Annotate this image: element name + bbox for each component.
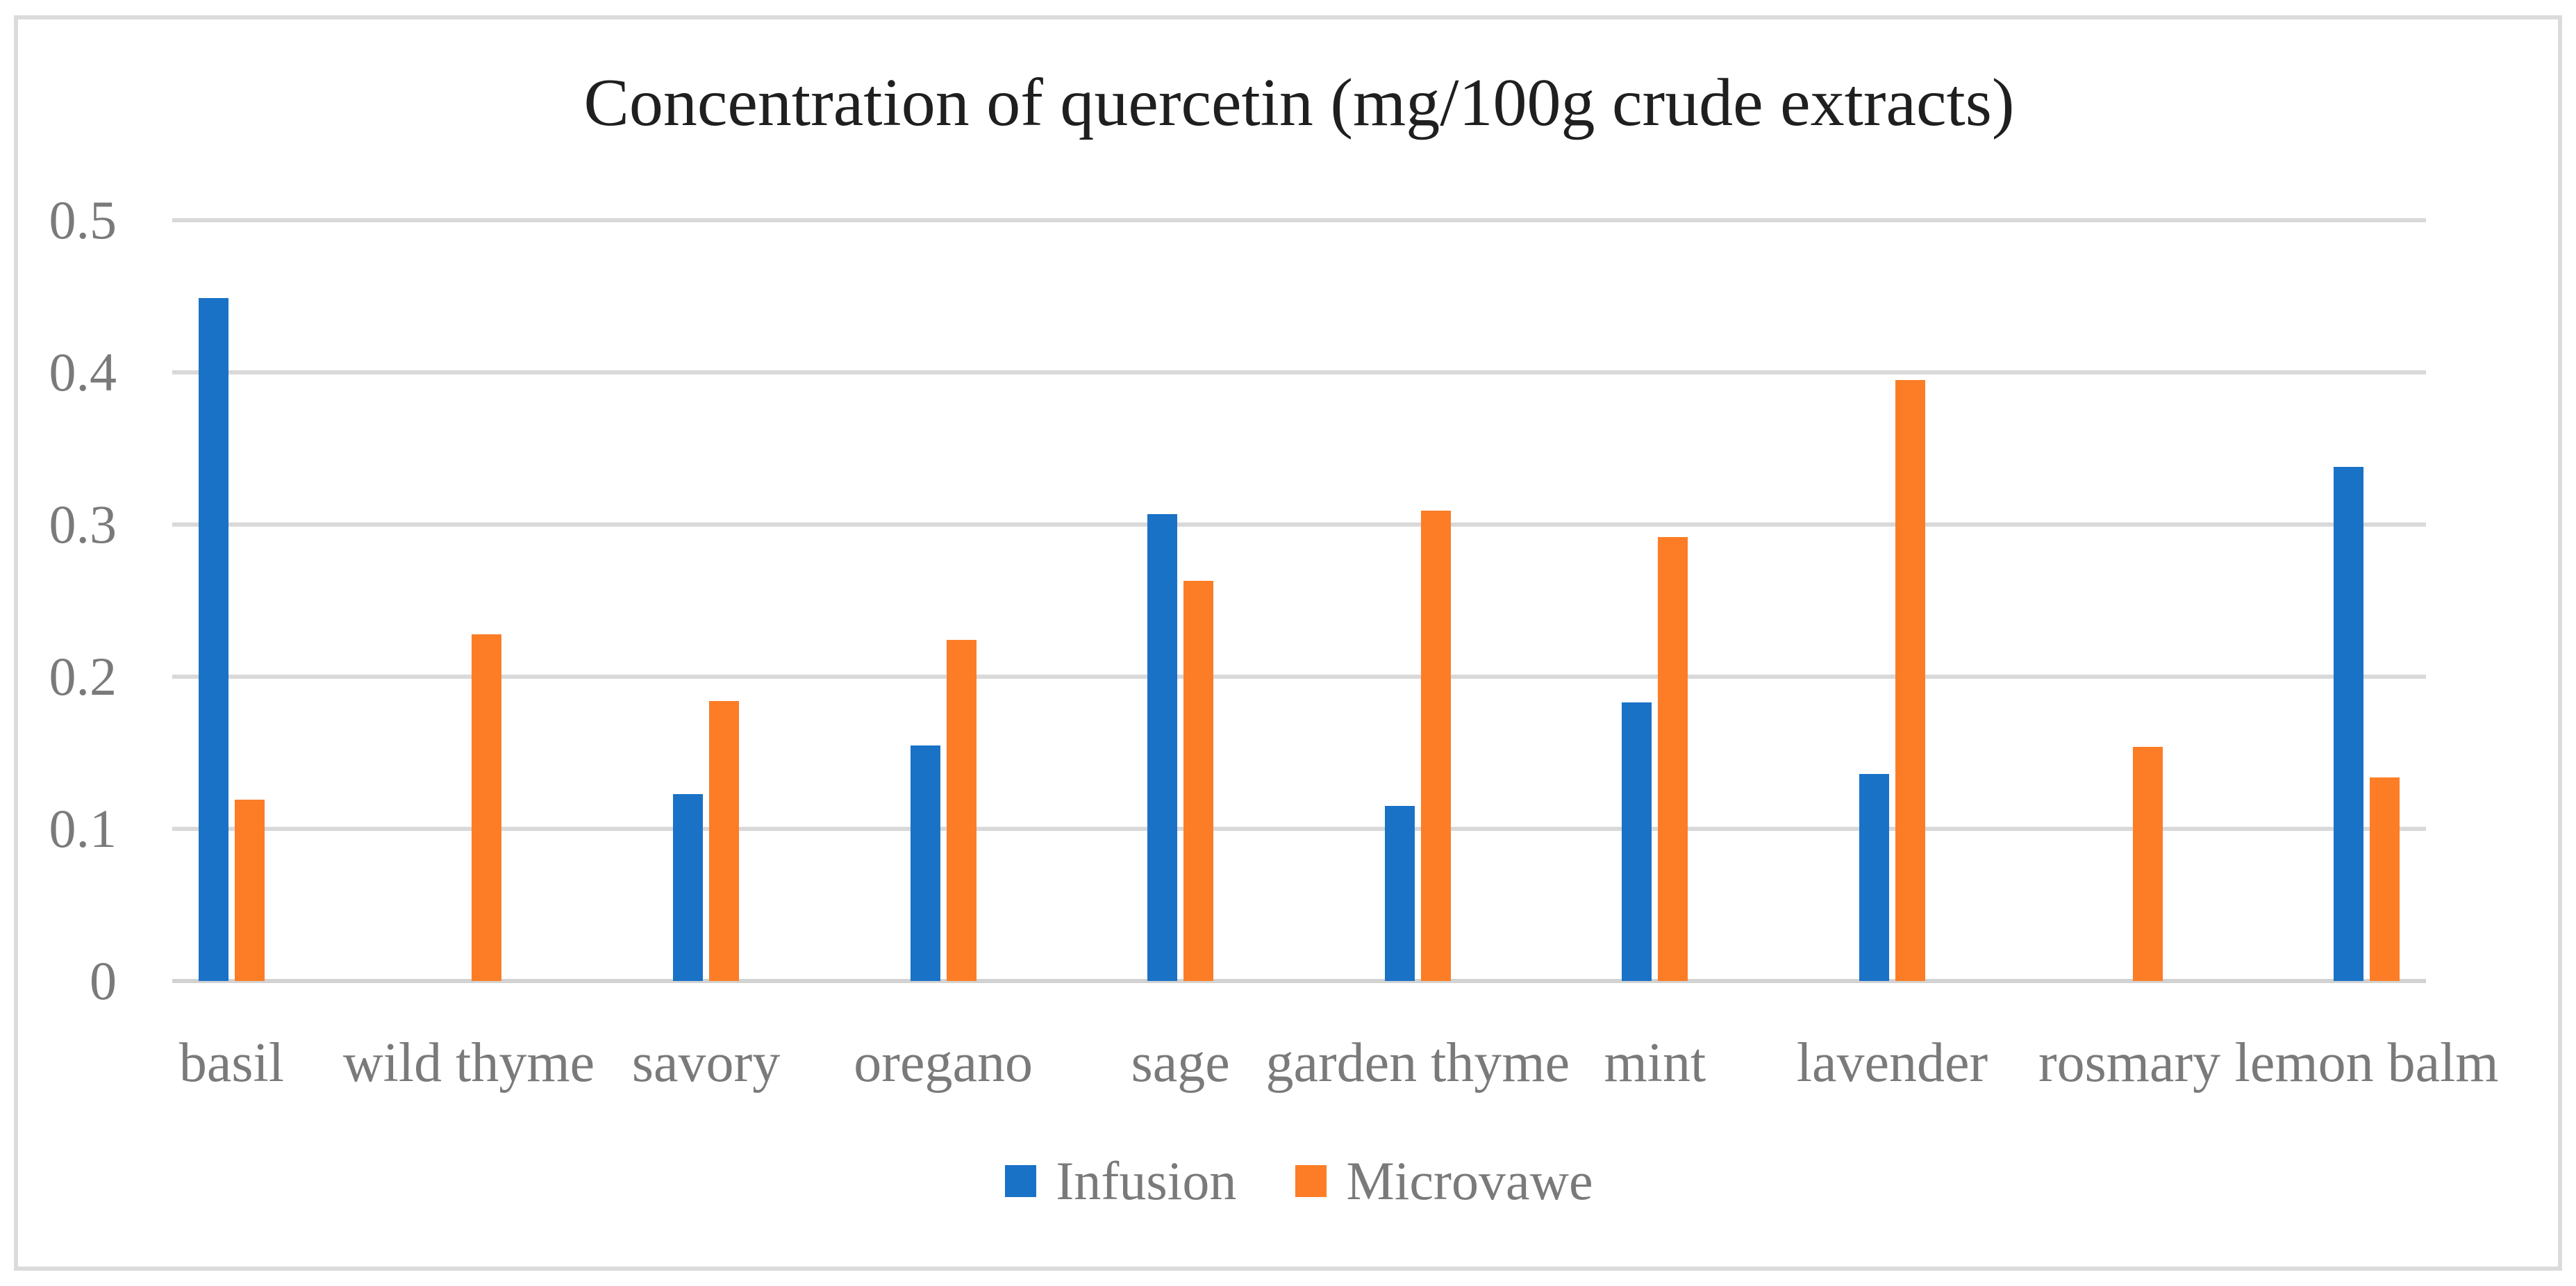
bar-infusion-basil <box>198 297 228 981</box>
chart-title: Concentration of quercetin (mg/100g crud… <box>583 65 2015 140</box>
bar-microvawe-lemon-balm <box>2370 777 2400 981</box>
bar-microvawe-oregano <box>946 640 977 981</box>
legend: Infusion Microvawe <box>172 1150 2426 1212</box>
y-tick-label-0: 0 <box>90 950 117 1011</box>
bar-microvawe-lavender <box>1895 379 1925 981</box>
x-category-label-wild-thyme: wild thyme <box>342 1032 595 1094</box>
bar-microvawe-basil <box>234 800 265 981</box>
x-axis-line <box>172 979 2426 983</box>
bar-infusion-lemon-balm <box>2334 466 2364 981</box>
bar-microvawe-savory <box>709 701 740 981</box>
legend-entry-infusion: Infusion <box>1005 1150 1236 1212</box>
legend-swatch-infusion <box>1005 1165 1037 1197</box>
bar-microvawe-wild-thyme <box>472 634 502 981</box>
x-category-label-rosmary: rosmary <box>2038 1032 2221 1094</box>
chart-frame-border <box>14 15 2562 1271</box>
bar-infusion-lavender <box>1859 774 1889 981</box>
y-tick-label-0.2: 0.2 <box>49 646 117 707</box>
x-category-label-basil: basil <box>178 1032 284 1094</box>
gridline-0.2 <box>172 675 2426 679</box>
gridline-0.4 <box>172 370 2426 374</box>
gridline-0.5 <box>172 218 2426 222</box>
x-category-label-lemon-balm: lemon balm <box>2234 1032 2499 1094</box>
x-category-label-mint: mint <box>1604 1032 1706 1094</box>
bar-infusion-mint <box>1622 702 1652 981</box>
legend-entry-microvawe: Microvawe <box>1295 1150 1593 1212</box>
legend-label-microvawe: Microvawe <box>1346 1151 1593 1211</box>
y-tick-label-0.1: 0.1 <box>49 798 117 859</box>
bar-microvawe-rosmary <box>2132 746 2163 981</box>
bar-infusion-garden-thyme <box>1384 806 1415 981</box>
x-category-label-garden-thyme: garden thyme <box>1265 1032 1570 1094</box>
gridline-0.3 <box>172 522 2426 527</box>
bar-infusion-sage <box>1147 513 1178 981</box>
bar-microvawe-garden-thyme <box>1420 511 1451 981</box>
y-tick-label-0.3: 0.3 <box>49 494 117 554</box>
y-tick-label-0.5: 0.5 <box>49 190 117 250</box>
x-category-label-savory: savory <box>631 1032 781 1094</box>
bar-infusion-savory <box>673 793 704 981</box>
y-tick-label-0.4: 0.4 <box>49 342 117 402</box>
gridline-0.1 <box>172 827 2426 831</box>
legend-label-infusion: Infusion <box>1056 1151 1237 1211</box>
bar-microvawe-sage <box>1183 581 1214 981</box>
y-axis-tick-labels: 0 0.1 0.2 0.3 0.4 0.5 <box>0 191 117 1010</box>
x-axis-category-labels: basil wild thyme savory oregano sage garden t… <box>172 1027 2499 1103</box>
x-category-label-oregano: oregano <box>854 1032 1033 1094</box>
plot-area <box>172 218 2426 983</box>
bar-infusion-oregano <box>910 745 940 981</box>
x-category-label-sage: sage <box>1131 1032 1230 1094</box>
bar-microvawe-mint <box>1658 536 1688 981</box>
legend-swatch-microvawe <box>1295 1165 1327 1197</box>
x-category-label-lavender: lavender <box>1796 1032 1988 1094</box>
